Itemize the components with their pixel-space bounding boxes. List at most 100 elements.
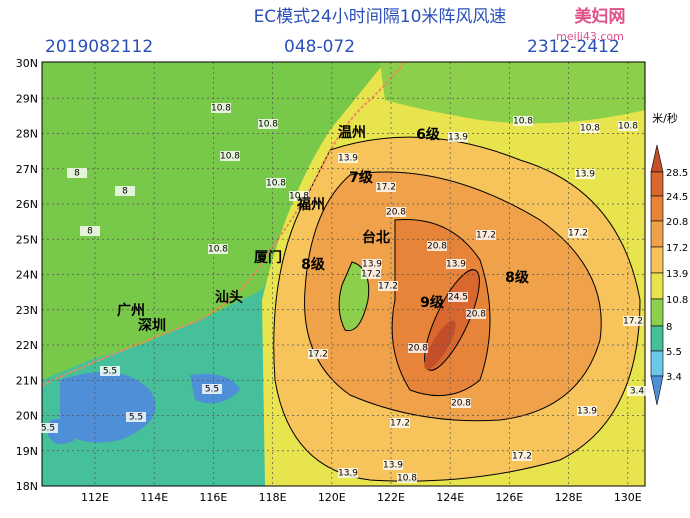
contour-label-bg [427, 241, 447, 251]
contour-label: 24.5 [448, 293, 468, 303]
contour-label: 13.9 [338, 469, 358, 479]
contour-label-bg [577, 406, 597, 416]
contour-label: 20.8 [386, 208, 406, 218]
contour-label: 8 [122, 187, 128, 197]
lon-label: 112E [81, 491, 109, 504]
contour-label: 13.9 [575, 170, 595, 180]
contour-label-bg [338, 468, 358, 478]
contour-label-bg [266, 178, 286, 188]
legend-label: 3.4 [666, 372, 682, 383]
legend-swatch [650, 171, 664, 197]
contour-label-bg [258, 119, 278, 129]
contour-label: 13.9 [362, 260, 382, 270]
legend-label: 24.5 [666, 192, 688, 203]
lon-label: 128E [555, 491, 583, 504]
wind-level: 7级 [349, 169, 374, 186]
contour-label-bg [568, 228, 588, 238]
contour-label-bg [211, 103, 231, 113]
legend-label: 13.9 [666, 269, 688, 280]
contour-label: 17.2 [476, 231, 496, 241]
city-label: 厦门 [254, 249, 282, 266]
lon-label: 124E [436, 491, 464, 504]
contour-label-bg [378, 281, 398, 291]
lat-label: 20N [16, 410, 38, 423]
forecast: 048-072 [284, 37, 355, 57]
contour-label-bg [386, 207, 406, 217]
contour-label-bg [308, 349, 328, 359]
lon-label: 118E [259, 491, 287, 504]
contour-label-bg [383, 460, 403, 470]
contour-label-bg [115, 186, 135, 196]
contour-label: 13.9 [383, 461, 403, 471]
contour-label: 10.8 [211, 104, 231, 114]
lat-label: 25N [16, 233, 38, 246]
contour-label-bg [220, 151, 240, 161]
legend-label: 28.5 [666, 168, 688, 179]
contour-label: 17.2 [361, 270, 381, 280]
contour-label-bg [397, 473, 417, 483]
city-label: 福州 [296, 196, 325, 213]
lat-label: 27N [16, 163, 38, 176]
lon-label: 126E [495, 491, 523, 504]
contour-label: 5.5 [129, 413, 143, 423]
contour-label-bg [67, 168, 87, 178]
lat-label: 23N [16, 304, 38, 317]
contour-label-bg [451, 398, 471, 408]
contour-label-bg [446, 259, 466, 269]
lon-label: 130E [614, 491, 642, 504]
date: 2019082112 [45, 37, 153, 57]
contour-label-bg [575, 169, 595, 179]
city-label: 温州 [338, 125, 366, 141]
contour-label-bg [338, 153, 358, 163]
contour-label: 17.2 [308, 350, 328, 360]
contour-label: 20.8 [466, 310, 486, 320]
wind-level: 6级 [416, 126, 441, 143]
contour-label: 5.5 [41, 424, 55, 434]
lon-label: 116E [199, 491, 227, 504]
lat-label: 29N [16, 92, 38, 105]
wind-level: 8级 [505, 269, 530, 286]
contour-label: 13.9 [448, 133, 468, 143]
contour-label: 13.9 [338, 154, 358, 164]
legend-swatch [650, 272, 664, 300]
contour-label: 10.8 [618, 122, 638, 132]
contour-label-bg [512, 451, 532, 461]
grid [42, 62, 645, 486]
contour-label-bg [448, 132, 468, 142]
contour-label: 13.9 [446, 260, 466, 270]
legend-swatch [650, 375, 664, 406]
legend-swatch [650, 195, 664, 222]
contour-label-bg [513, 116, 533, 126]
city-label: 台北 [362, 229, 390, 246]
contour-label: 17.2 [378, 282, 398, 292]
wind-level: 9级 [420, 294, 445, 311]
contour-label-bg [100, 366, 120, 376]
contour-label: 10.8 [580, 124, 600, 134]
city-label: 广州 [117, 302, 145, 319]
contour-label: 10.8 [266, 179, 286, 189]
contour-label-bg [476, 230, 496, 240]
lat-label: 21N [16, 374, 38, 387]
contour-label-bg [202, 384, 222, 394]
contour-label-bg [361, 269, 381, 279]
contour-label: 5.5 [103, 367, 117, 377]
wind-field [42, 62, 645, 486]
contour-label: 17.2 [568, 229, 588, 239]
legend-swatch [650, 220, 664, 248]
contour-label-bg [466, 309, 486, 319]
contour-label-bg [390, 418, 410, 428]
wind-level: 8级 [301, 256, 326, 273]
period: 2312-2412 [527, 37, 620, 57]
contour-label: 10.8 [513, 117, 533, 127]
contour-label: 13.9 [577, 407, 597, 417]
contour-label-bg [618, 121, 638, 131]
legend-label: 5.5 [666, 347, 682, 358]
contour-label: 10.8 [397, 474, 417, 484]
lat-label: 24N [16, 269, 38, 282]
labels: 30N 29N 28N 27N 26N 25N 24N 23N 22N 21N 20N 19N 18N 1… [16, 57, 689, 504]
legend-label: 20.8 [666, 217, 688, 228]
lon-label: 122E [377, 491, 405, 504]
contour-label-bg [38, 423, 58, 433]
plot-frame [41, 61, 646, 487]
